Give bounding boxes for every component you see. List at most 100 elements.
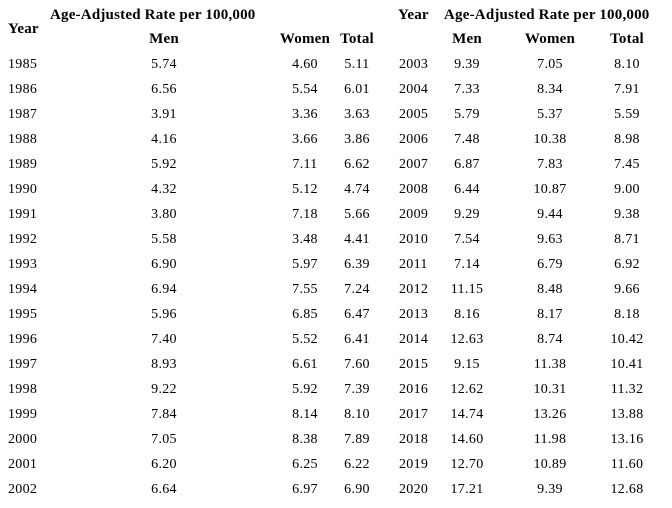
table-row: 2006 7.48 10.38 8.98 <box>0 127 672 152</box>
total-rate-cell: 8.71 <box>614 232 640 247</box>
table-row: 2005 5.79 5.37 5.59 <box>0 102 672 127</box>
women-rate-cell: 5.54 <box>292 82 318 97</box>
year-cell: 1999 <box>8 407 38 422</box>
table-row: 2003 9.39 7.05 8.10 <box>0 52 672 77</box>
total-rate-cell: 8.10 <box>614 57 640 72</box>
year-cell: 2014 <box>399 332 429 347</box>
men-rate-cell: 9.29 <box>454 207 480 222</box>
total-rate-cell: 6.01 <box>344 82 370 97</box>
women-rate-cell: 7.18 <box>292 207 318 222</box>
women-rate-cell: 6.97 <box>292 482 318 497</box>
table-row: 1995 5.96 6.85 6.47 <box>0 302 672 327</box>
men-rate-cell: 7.14 <box>454 257 480 272</box>
men-rate-cell: 8.16 <box>454 307 480 322</box>
men-rate-cell: 3.91 <box>151 107 177 122</box>
men-rate-cell: 12.70 <box>450 457 484 472</box>
year-cell: 2010 <box>399 232 429 247</box>
total-rate-cell: 6.47 <box>344 307 370 322</box>
table-row: 2014 12.63 8.74 10.42 <box>0 327 672 352</box>
table-row: 2009 9.29 9.44 9.38 <box>0 202 672 227</box>
table-row: 2008 6.44 10.87 9.00 <box>0 177 672 202</box>
year-cell: 2013 <box>399 307 429 322</box>
men-rate-cell: 14.60 <box>450 432 484 447</box>
men-rate-cell: 4.32 <box>151 182 177 197</box>
total-rate-cell: 5.66 <box>344 207 370 222</box>
table-row: 1986 6.56 5.54 6.01 <box>0 77 672 102</box>
men-rate-cell: 7.84 <box>151 407 177 422</box>
women-rate-cell: 8.34 <box>537 82 563 97</box>
table-row: 2004 7.33 8.34 7.91 <box>0 77 672 102</box>
total-rate-cell: 6.22 <box>344 457 370 472</box>
table-row: 2002 6.64 6.97 6.90 <box>0 477 672 502</box>
men-rate-cell: 11.15 <box>450 282 484 297</box>
total-rate-cell: 7.24 <box>344 282 370 297</box>
men-rate-cell: 5.79 <box>454 107 480 122</box>
women-rate-cell: 3.66 <box>292 132 318 147</box>
men-rate-cell: 6.44 <box>454 182 480 197</box>
table-row: 1991 3.80 7.18 5.66 <box>0 202 672 227</box>
total-rate-cell: 7.91 <box>614 82 640 97</box>
total-rate-cell: 6.92 <box>614 257 640 272</box>
men-rate-cell: 7.54 <box>454 232 480 247</box>
women-rate-cell: 7.05 <box>537 57 563 72</box>
table-row: 2020 17.21 9.39 12.68 <box>0 477 672 502</box>
table-row: 2000 7.05 8.38 7.89 <box>0 427 672 452</box>
men-rate-cell: 7.33 <box>454 82 480 97</box>
year-cell: 2015 <box>399 357 429 372</box>
year-cell: 2001 <box>8 457 38 472</box>
men-rate-cell: 12.63 <box>450 332 484 347</box>
year-cell: 2003 <box>399 57 429 72</box>
men-rate-cell: 6.64 <box>151 482 177 497</box>
total-rate-cell: 11.32 <box>610 382 644 397</box>
left-group-header: Age-Adjusted Rate per 100,000 <box>50 7 256 23</box>
right-men-column-header: Men <box>452 31 482 47</box>
total-rate-cell: 12.68 <box>610 482 644 497</box>
year-cell: 1996 <box>8 332 38 347</box>
men-rate-cell: 17.21 <box>450 482 484 497</box>
men-rate-cell: 14.74 <box>450 407 484 422</box>
table-row: 1990 4.32 5.12 4.74 <box>0 177 672 202</box>
table-row: 1993 6.90 5.97 6.39 <box>0 252 672 277</box>
men-rate-cell: 9.15 <box>454 357 480 372</box>
women-rate-cell: 6.25 <box>292 457 318 472</box>
total-rate-cell: 13.16 <box>610 432 644 447</box>
year-cell: 2000 <box>8 432 38 447</box>
women-rate-cell: 6.79 <box>537 257 563 272</box>
total-rate-cell: 7.39 <box>344 382 370 397</box>
table-row: 1994 6.94 7.55 7.24 <box>0 277 672 302</box>
total-rate-cell: 7.45 <box>614 157 640 172</box>
right-year-header: Year <box>398 7 429 23</box>
men-rate-cell: 9.39 <box>454 57 480 72</box>
men-rate-cell: 9.22 <box>151 382 177 397</box>
year-cell: 1988 <box>8 132 38 147</box>
women-rate-cell: 5.97 <box>292 257 318 272</box>
table-row: 1989 5.92 7.11 6.62 <box>0 152 672 177</box>
women-rate-cell: 5.92 <box>292 382 318 397</box>
left-year-header: Year <box>8 21 39 37</box>
left-total-column-header: Total <box>340 31 374 47</box>
year-cell: 2018 <box>399 432 429 447</box>
table-row: 1997 8.93 6.61 7.60 <box>0 352 672 377</box>
year-cell: 1986 <box>8 82 38 97</box>
total-rate-cell: 3.63 <box>344 107 370 122</box>
table-row: 2016 12.62 10.31 11.32 <box>0 377 672 402</box>
men-rate-cell: 5.92 <box>151 157 177 172</box>
year-cell: 1985 <box>8 57 38 72</box>
right-group-header: Age-Adjusted Rate per 100,000 <box>444 7 650 23</box>
total-rate-cell: 8.10 <box>344 407 370 422</box>
year-cell: 2016 <box>399 382 429 397</box>
total-rate-cell: 6.90 <box>344 482 370 497</box>
total-rate-cell: 10.41 <box>610 357 644 372</box>
men-rate-cell: 7.40 <box>151 332 177 347</box>
women-rate-cell: 3.48 <box>292 232 318 247</box>
women-rate-cell: 3.36 <box>292 107 318 122</box>
men-rate-cell: 7.05 <box>151 432 177 447</box>
total-rate-cell: 8.98 <box>614 132 640 147</box>
year-cell: 1992 <box>8 232 38 247</box>
women-rate-cell: 6.61 <box>292 357 318 372</box>
table-row: 2017 14.74 13.26 13.88 <box>0 402 672 427</box>
year-cell: 1998 <box>8 382 38 397</box>
women-rate-cell: 10.31 <box>533 382 567 397</box>
year-cell: 2002 <box>8 482 38 497</box>
